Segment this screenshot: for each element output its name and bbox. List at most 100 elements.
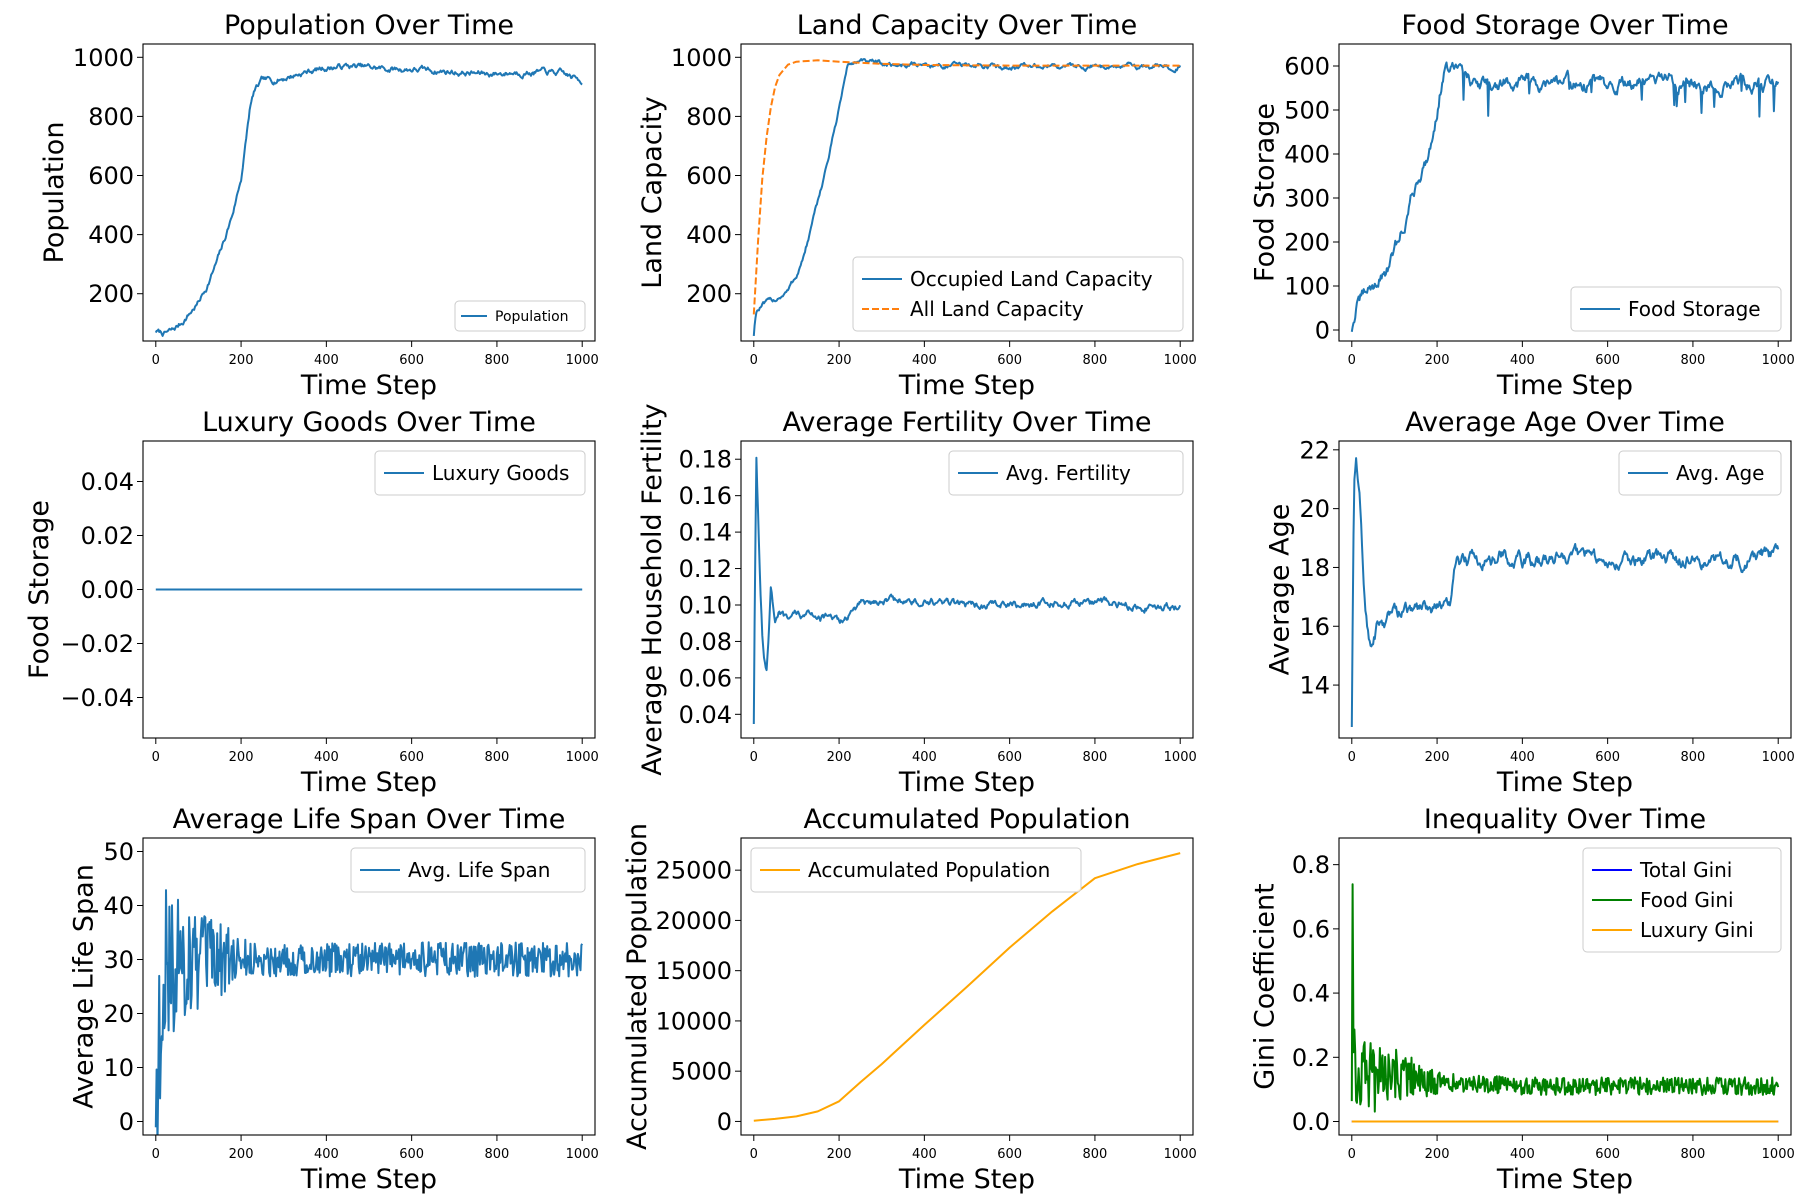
y-tick-label: 10	[103, 1054, 134, 1082]
plot-area	[154, 889, 584, 1135]
y-axis-label: Average Life Span	[68, 864, 99, 1109]
y-tick-label: 100	[1284, 273, 1330, 301]
chart-title: Inequality Over Time	[1424, 804, 1706, 835]
legend: Avg. Fertility	[948, 450, 1184, 496]
x-axis-label: Time Step	[898, 370, 1035, 401]
series-line-1	[154, 889, 584, 1135]
x-tick-label: 400	[1510, 750, 1535, 765]
legend-label: Accumulated Population	[808, 858, 1050, 882]
y-tick-label: 30	[103, 946, 134, 974]
y-tick-label: 0.8	[1292, 851, 1330, 879]
chart-title: Luxury Goods Over Time	[202, 407, 536, 438]
y-axis-label: Population	[39, 122, 70, 264]
x-tick-label: 600	[997, 353, 1022, 368]
chart-title: Land Capacity Over Time	[797, 10, 1138, 41]
subplot-4: 0 200 400 600 800 1000 −0.04 −0.02 0.00 0.02 0.04 L…	[24, 407, 599, 798]
subplot-1: 0 200 400 600 800 1000 200 400 600 800 1000 Populat…	[39, 10, 599, 401]
axes-frame	[1338, 440, 1792, 739]
x-tick-label: 400	[912, 750, 937, 765]
legend-box	[1618, 450, 1782, 496]
x-tick-label: 1000	[566, 353, 599, 368]
x-tick-label: 0	[1348, 750, 1356, 765]
y-tick-label: 1000	[73, 44, 134, 72]
x-tick-label: 1000	[1762, 750, 1795, 765]
y-tick-label: 400	[88, 221, 134, 249]
y-tick-label: 600	[686, 162, 732, 190]
x-tick-label: 1000	[1164, 1147, 1197, 1162]
subplot-3: 0 200 400 600 800 10000100200300400500600Food…	[1250, 10, 1795, 401]
x-tick-label: 200	[827, 1147, 852, 1162]
y-tick-label: 0.14	[679, 519, 732, 547]
x-tick-label: 200	[1425, 353, 1450, 368]
x-tick-label: 800	[485, 750, 510, 765]
plot-area	[753, 852, 1181, 1122]
y-tick-label: 200	[686, 280, 732, 308]
y-axis-label: Gini Coefficient	[1250, 883, 1281, 1089]
chart-title: Average Age Over Time	[1405, 407, 1725, 438]
y-tick-label: 0.6	[1292, 915, 1330, 943]
y-tick-label: 400	[686, 221, 732, 249]
x-tick-label: 0	[1348, 1147, 1356, 1162]
legend: Accumulated Population	[750, 847, 1082, 893]
y-tick-label: 15000	[656, 957, 732, 985]
y-axis-label: Food Storage	[1250, 103, 1281, 282]
y-axis-label: Average Household Fertility	[637, 403, 668, 775]
x-tick-label: 200	[229, 1147, 254, 1162]
y-tick-label: 300	[1284, 185, 1330, 213]
x-tick-label: 800	[1681, 750, 1706, 765]
x-axis-label: Time Step	[898, 1164, 1035, 1195]
x-tick-label: 400	[314, 750, 339, 765]
y-tick-label: 50	[103, 838, 134, 866]
legend-box	[750, 847, 1082, 893]
x-tick-label: 400	[314, 353, 339, 368]
x-tick-label: 600	[997, 1147, 1022, 1162]
plot-area	[154, 62, 583, 337]
legend: Avg. Age	[1618, 450, 1782, 496]
y-tick-label: 0.04	[81, 468, 134, 496]
x-axis-label: Time Step	[1496, 370, 1633, 401]
legend-label: All Land Capacity	[910, 297, 1084, 321]
y-tick-label: 0.06	[679, 664, 732, 692]
legend-label: Luxury Goods	[432, 461, 569, 485]
plot-area	[1350, 457, 1780, 728]
x-tick-label: 0	[152, 750, 160, 765]
y-tick-label: 10000	[656, 1007, 732, 1035]
axes-frame	[1338, 43, 1792, 342]
y-tick-label: 0.04	[679, 701, 732, 729]
x-tick-label: 400	[1510, 1147, 1535, 1162]
axes-frame	[142, 837, 596, 1136]
x-tick-label: 600	[1595, 750, 1620, 765]
y-tick-label: 5000	[671, 1058, 732, 1086]
x-tick-label: 800	[1083, 1147, 1108, 1162]
y-axis-label: Average Age	[1264, 504, 1295, 676]
x-tick-label: 200	[229, 750, 254, 765]
x-axis-label: Time Step	[1496, 1164, 1633, 1195]
chart-title: Population Over Time	[224, 10, 514, 41]
x-tick-label: 800	[485, 1147, 510, 1162]
y-tick-label: 0	[119, 1108, 134, 1136]
legend-label: Population	[495, 309, 569, 325]
x-tick-label: 600	[1595, 353, 1620, 368]
legend-label: Avg. Fertility	[1006, 461, 1131, 485]
chart-title: Food Storage Over Time	[1401, 10, 1728, 41]
x-tick-label: 0	[750, 750, 758, 765]
plot-area	[752, 456, 1182, 725]
legend: Avg. Life Span	[350, 847, 586, 893]
legend: Population	[454, 300, 586, 332]
x-tick-label: 200	[827, 353, 852, 368]
chart-title: Average Fertility Over Time	[782, 407, 1151, 438]
y-tick-label: 16	[1299, 613, 1330, 641]
x-tick-label: 1000	[1762, 1147, 1795, 1162]
subplot-8: 0 200 400 600 800 100005000100001500020000250…	[622, 804, 1197, 1195]
legend-box	[350, 847, 586, 893]
axes-frame	[142, 43, 596, 342]
y-axis-label: Land Capacity	[637, 96, 668, 288]
legend-label: Luxury Gini	[1640, 918, 1754, 942]
y-tick-label: 25000	[656, 857, 732, 885]
y-tick-label: 600	[88, 162, 134, 190]
plot-area	[1350, 883, 1780, 1123]
y-tick-label: 22	[1299, 436, 1330, 464]
y-tick-label: −0.04	[60, 684, 134, 712]
axes-frame	[740, 440, 1194, 739]
series-line-1	[1350, 457, 1780, 728]
